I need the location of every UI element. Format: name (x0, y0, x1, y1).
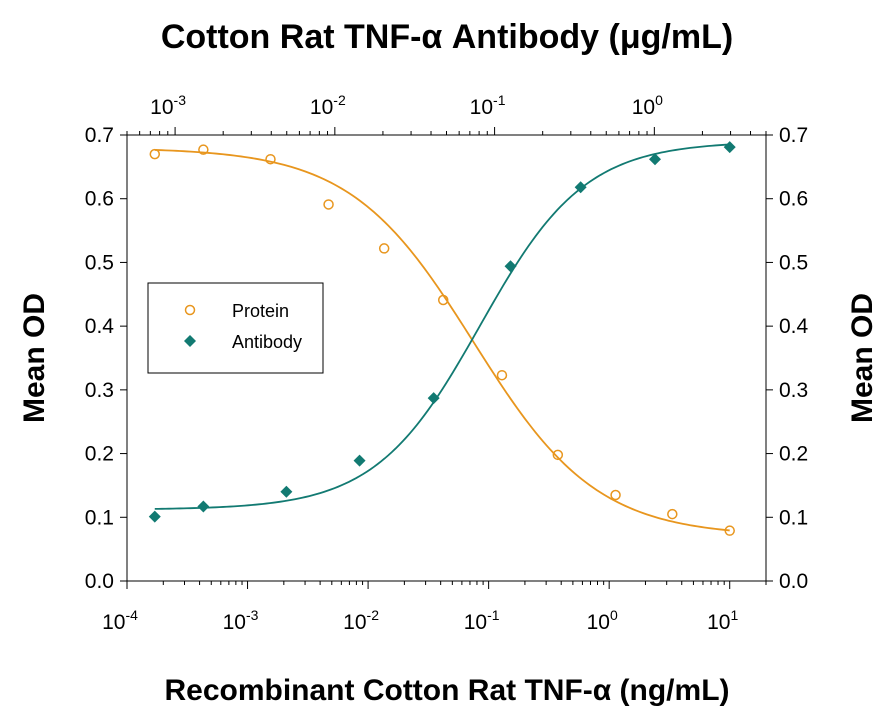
y-tick-label-left: 0.0 (85, 570, 114, 593)
x-tick-label-base: 10 (343, 611, 366, 634)
data-point-protein (378, 243, 390, 254)
data-point-antibody (353, 454, 366, 467)
data-points (148, 141, 736, 536)
x-tick-label-exponent: 1 (730, 607, 738, 623)
data-point-antibody (427, 392, 440, 405)
y-tick-label-right: 0.0 (779, 570, 808, 593)
data-point-protein (610, 489, 621, 501)
data-point-antibody (649, 153, 662, 166)
x-tick-label: 101 (707, 607, 738, 634)
x-tick-label: 10-3 (223, 607, 259, 634)
x-tick-label-base: 10 (102, 611, 125, 634)
x-tick-label: 10-4 (102, 607, 138, 634)
top-tick-label: 10-2 (310, 92, 346, 119)
top-axis: 10-3 10-2 10-1 100 (126, 92, 767, 136)
data-point-antibody (723, 141, 736, 154)
legend: Protein Antibody (147, 282, 324, 374)
y-tick-label-left: 0.7 (85, 124, 114, 147)
y-tick-label-right: 0.3 (779, 379, 808, 402)
top-tick-label-base: 10 (310, 96, 333, 119)
data-point-antibody (574, 181, 587, 194)
data-point-protein (323, 199, 334, 210)
y-tick-label-right: 0.6 (779, 188, 808, 211)
y-tick-label-right: 0.4 (779, 315, 809, 338)
y-tick-label-left: 0.6 (85, 188, 114, 211)
data-point-protein (198, 144, 209, 155)
top-tick-label: 10-3 (150, 92, 186, 119)
fit-curve-protein (154, 149, 730, 532)
data-point-protein (552, 449, 564, 461)
y-tick-label-left: 0.5 (85, 251, 114, 274)
fit-curves (154, 143, 730, 532)
x-tick-label: 10-1 (464, 607, 500, 634)
y-axis-label-left: Mean OD (18, 293, 51, 423)
x-tick-label: 10-2 (343, 607, 379, 634)
top-tick-label-exponent: -1 (493, 92, 506, 108)
legend-marker-antibody (184, 335, 196, 347)
x-tick-label-exponent: -4 (125, 607, 138, 623)
data-point-antibody (197, 500, 210, 513)
y-tick-label-left: 0.4 (85, 315, 115, 338)
top-tick-label-exponent: -2 (333, 92, 346, 108)
x-tick-label-exponent: -2 (367, 607, 380, 623)
y-axis-left: 0.0 0.1 0.2 0.3 0.4 0.5 0.6 0.7 (85, 124, 127, 593)
top-tick-label-base: 10 (470, 96, 493, 119)
x-tick-label-exponent: -3 (246, 607, 259, 623)
legend-label-protein: Protein (232, 301, 289, 321)
top-tick-label-exponent: 0 (655, 92, 663, 108)
data-point-protein (724, 525, 735, 536)
legend-box (147, 282, 324, 374)
x-axis-label: Recombinant Cotton Rat TNF-α (ng/mL) (164, 674, 729, 707)
y-tick-label-right: 0.1 (779, 506, 808, 529)
x-tick-label-exponent: 0 (610, 607, 618, 623)
data-point-protein (496, 369, 508, 381)
x-tick-label-base: 10 (707, 611, 730, 634)
plot-frame (126, 134, 767, 582)
x-tick-label-base: 10 (464, 611, 487, 634)
x-tick-label: 100 (587, 607, 618, 634)
top-tick-label-exponent: -3 (174, 92, 187, 108)
top-tick-label: 10-1 (470, 92, 506, 119)
y-tick-label-right: 0.2 (779, 443, 808, 466)
fit-curve-antibody (154, 143, 730, 510)
data-point-protein (667, 508, 678, 520)
legend-label-antibody: Antibody (232, 332, 302, 352)
data-point-protein (149, 148, 161, 160)
legend-marker-protein (184, 304, 196, 316)
y-tick-label-right: 0.5 (779, 251, 808, 274)
data-point-antibody (148, 510, 161, 523)
x-tick-label-base: 10 (223, 611, 246, 634)
x-axis-bottom: 10-4 10-3 10-2 10-1 100 101 (102, 581, 767, 634)
y-tick-label-right: 0.7 (779, 124, 808, 147)
top-tick-label-base: 10 (150, 96, 173, 119)
data-point-antibody (280, 485, 293, 498)
data-point-protein (437, 294, 449, 306)
y-axis-right: 0.0 0.1 0.2 0.3 0.4 0.5 0.6 0.7 (766, 124, 809, 593)
chart-title: Cotton Rat TNF-α Antibody (μg/mL) (161, 18, 733, 56)
top-tick-label: 100 (632, 92, 663, 119)
x-tick-label-exponent: -1 (487, 607, 500, 623)
x-tick-label-base: 10 (587, 611, 610, 634)
data-point-protein (265, 153, 276, 165)
y-tick-label-left: 0.2 (85, 443, 114, 466)
y-tick-label-left: 0.3 (85, 379, 114, 402)
y-tick-label-left: 0.1 (85, 506, 114, 529)
data-point-antibody (504, 260, 517, 273)
top-tick-label-base: 10 (632, 96, 655, 119)
y-axis-label-right: Mean OD (846, 293, 879, 423)
